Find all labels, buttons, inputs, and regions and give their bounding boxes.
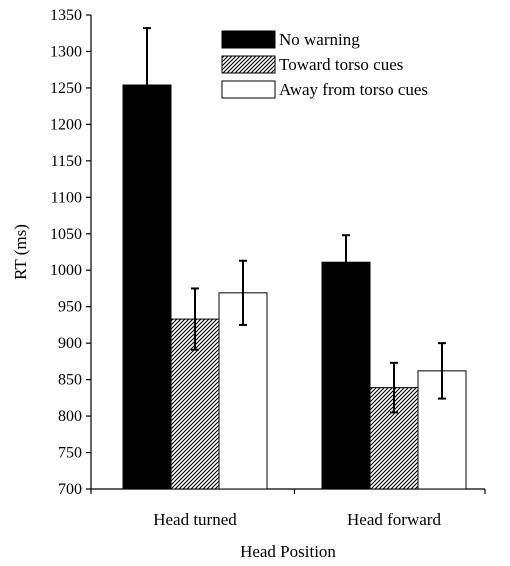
bar-no-warning-head-turned <box>122 84 172 490</box>
legend-swatch <box>221 55 276 74</box>
y-tick-label: 1200 <box>50 116 82 133</box>
y-tick-label: 1050 <box>50 226 82 243</box>
y-axis-title: RT (ms) <box>11 224 30 280</box>
bar-no-warning-head-forward <box>321 261 371 490</box>
legend: No warning Toward torso cues Away from tor… <box>221 30 428 99</box>
y-tick-label: 1350 <box>50 7 82 24</box>
y-tick-label: 950 <box>58 299 82 316</box>
x-tick-label: Head forward <box>347 510 441 529</box>
legend-label: Toward torso cues <box>279 55 403 74</box>
y-tick-label: 1000 <box>50 262 82 279</box>
y-tick-label: 1300 <box>50 43 82 60</box>
y-tick-label: 700 <box>58 481 82 498</box>
legend-swatch <box>221 80 276 99</box>
y-tick-label: 800 <box>58 408 82 425</box>
y-tick-label: 1100 <box>51 189 82 206</box>
y-tick-label: 1150 <box>51 153 82 170</box>
plot-area: 700 750 800 850 900 950 1000 1050 1100 1150 1200 12… <box>50 7 486 529</box>
legend-label: No warning <box>279 30 360 49</box>
y-tick-label: 850 <box>58 372 82 389</box>
y-tick-label: 1250 <box>50 80 82 97</box>
legend-swatch <box>221 30 276 49</box>
legend-label: Away from torso cues <box>279 80 428 99</box>
x-tick-label: Head turned <box>153 510 237 529</box>
y-tick-label: 900 <box>58 335 82 352</box>
x-axis-title: Head Position <box>240 542 336 561</box>
y-tick-label: 750 <box>58 445 82 462</box>
